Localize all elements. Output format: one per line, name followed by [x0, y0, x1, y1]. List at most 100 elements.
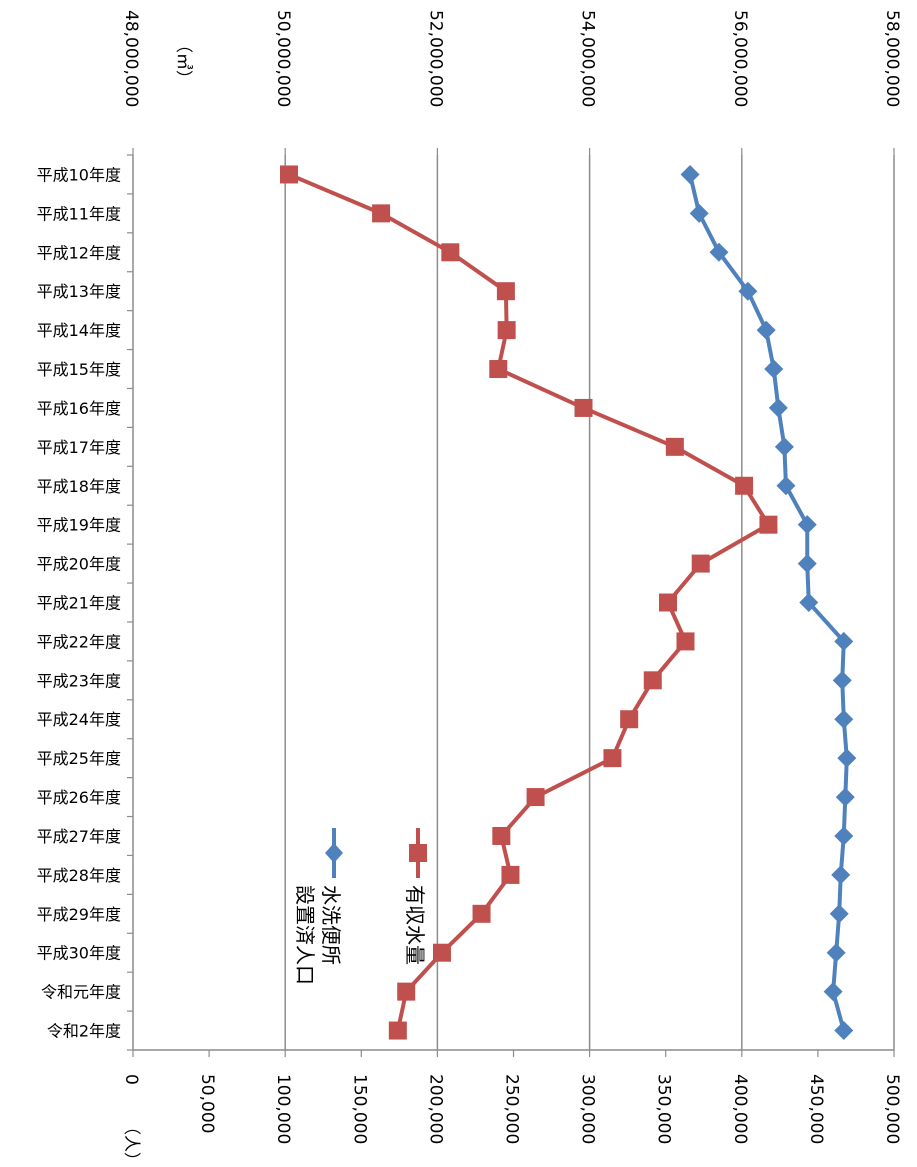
gridlines [284, 155, 895, 1050]
data-point [689, 203, 709, 223]
data-point [603, 749, 622, 768]
data-point [823, 982, 843, 1002]
m3-tick-label: 56,000,000 [730, 10, 750, 107]
persons-tick-label: 450,000 [806, 1074, 826, 1144]
legend-swatch-marker [409, 844, 427, 862]
data-point [797, 515, 817, 535]
m3-axis-unit: （㎥） [173, 36, 193, 87]
data-point [496, 282, 515, 301]
data-point [658, 593, 677, 612]
persons-tick-label: 500,000 [882, 1074, 902, 1144]
persons-tick-label: 200,000 [425, 1074, 445, 1144]
m3-tick-label: 48,000,000 [121, 10, 141, 107]
data-point [834, 709, 854, 729]
data-point [709, 242, 729, 262]
category-label: 平成11年度 [37, 204, 121, 223]
category-label: 平成10年度 [37, 165, 121, 184]
category-labels: 平成10年度平成11年度平成12年度平成13年度平成14年度平成15年度平成16… [37, 165, 121, 1040]
data-point [665, 437, 684, 456]
persons-axis-tick-labels: 0 50,000 100,000 150,000 200,000 250,000 300,0… [121, 1074, 902, 1144]
data-point [735, 476, 754, 495]
data-point [834, 826, 854, 846]
category-label: 平成29年度 [37, 905, 121, 924]
data-point [759, 515, 778, 534]
axes [127, 148, 895, 1057]
data-point [829, 904, 849, 924]
data-point [441, 243, 460, 262]
category-label: 平成19年度 [37, 516, 121, 535]
data-point [837, 748, 857, 768]
data-point [797, 554, 817, 574]
legend-label: 設置済人口 [293, 885, 317, 985]
category-label: 平成30年度 [37, 944, 121, 963]
m3-tick-label: 50,000,000 [273, 10, 293, 107]
data-point [676, 632, 695, 651]
category-label: 平成14年度 [37, 321, 121, 340]
data-point [497, 321, 516, 340]
data-point [620, 710, 639, 729]
m3-axis-tick-labels: 48,000,000 50,000,000 52,000,000 54,000,000… [121, 10, 902, 107]
persons-tick-label: 50,000 [197, 1074, 217, 1133]
data-point [764, 359, 784, 379]
series-line-revenue-water [288, 172, 771, 1031]
persons-tick-label: 250,000 [502, 1074, 522, 1144]
category-label: 平成15年度 [37, 360, 121, 379]
data-point [372, 204, 391, 223]
m3-tick-label: 54,000,000 [578, 10, 598, 107]
data-point [776, 476, 796, 496]
category-label: 平成18年度 [37, 477, 121, 496]
data-point [768, 398, 788, 418]
category-label: 平成21年度 [37, 594, 121, 613]
data-point [280, 165, 299, 184]
legend-swatch-marker [325, 843, 343, 863]
category-label: 令和2年度 [47, 1022, 121, 1041]
series-layer [280, 164, 857, 1041]
data-point [831, 865, 851, 885]
data-point [738, 281, 758, 301]
data-point [756, 320, 776, 340]
data-point [432, 943, 451, 962]
persons-tick-label: 300,000 [578, 1074, 598, 1144]
data-point [489, 360, 508, 379]
m3-tick-label: 58,000,000 [882, 10, 902, 107]
data-point [397, 982, 416, 1001]
data-point [834, 631, 854, 651]
category-label: 平成20年度 [37, 555, 121, 574]
category-label: 平成22年度 [37, 632, 121, 651]
category-label: 平成28年度 [37, 866, 121, 885]
category-label: 平成26年度 [37, 788, 121, 807]
data-point [774, 437, 794, 457]
series-line-sewer-population [688, 173, 849, 1032]
category-label: 平成23年度 [37, 671, 121, 690]
legend-label: 水洗便所 [319, 885, 343, 965]
persons-tick-label: 400,000 [730, 1074, 750, 1144]
data-point [388, 1021, 407, 1040]
m3-tick-label: 52,000,000 [425, 10, 445, 107]
persons-tick-label: 350,000 [654, 1074, 674, 1144]
data-point [832, 670, 852, 690]
category-label: 平成27年度 [37, 827, 121, 846]
category-label: 平成17年度 [37, 438, 121, 457]
category-label: 平成24年度 [37, 710, 121, 729]
persons-tick-label: 150,000 [349, 1074, 369, 1144]
data-point [691, 554, 710, 573]
category-label: 令和元年度 [41, 983, 121, 1002]
category-label: 平成13年度 [37, 282, 121, 301]
category-label: 平成12年度 [37, 243, 121, 262]
persons-tick-label: 100,000 [273, 1074, 293, 1144]
category-label: 平成25年度 [37, 749, 121, 768]
data-point [501, 865, 520, 884]
persons-tick-label: 0 [121, 1074, 141, 1085]
legend-label: 有収水量 [403, 885, 427, 965]
data-point [526, 788, 545, 807]
data-point [643, 671, 662, 690]
persons-axis-unit: （人） [121, 1118, 141, 1167]
data-point [472, 904, 491, 923]
data-point [835, 787, 855, 807]
category-label: 平成16年度 [37, 399, 121, 418]
data-point [574, 398, 593, 417]
data-point [492, 826, 511, 845]
data-point [834, 1021, 854, 1041]
